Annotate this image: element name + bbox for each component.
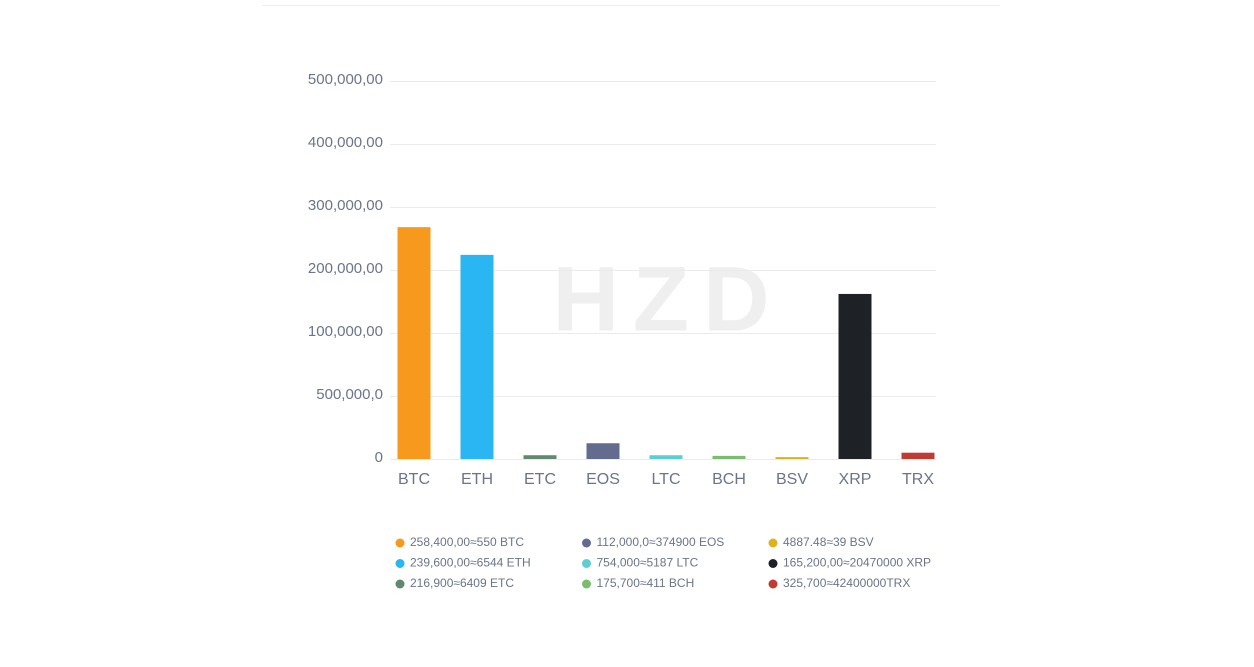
bar bbox=[460, 254, 494, 459]
legend-marker bbox=[768, 538, 778, 548]
legend-label: 165,200,00≈20470000 XRP bbox=[783, 556, 931, 570]
legend-label: 239,600,00≈6544 ETH bbox=[410, 556, 531, 570]
legend-marker bbox=[395, 559, 405, 568]
x-tick-label: BSV bbox=[776, 471, 808, 488]
y-tick-label: 200,000,00 bbox=[308, 260, 383, 277]
legend-label: 216,900≈6409 ETC bbox=[410, 576, 514, 590]
legend-label: 754,000≈5187 LTC bbox=[597, 556, 699, 570]
y-tick-label: 500,000,00 bbox=[308, 71, 383, 88]
y-tick-label: 500,000,0 bbox=[316, 386, 383, 403]
x-tick-label: ETC bbox=[524, 471, 556, 488]
x-tick-label: LTC bbox=[651, 471, 680, 488]
x-tick-label: BCH bbox=[712, 471, 746, 488]
legend-marker bbox=[582, 559, 591, 568]
bar bbox=[397, 227, 431, 459]
y-tick-label: 100,000,00 bbox=[308, 323, 383, 340]
bar bbox=[775, 457, 809, 459]
y-tick-label: 0 bbox=[375, 449, 383, 466]
legend-label: 175,700≈411 BCH bbox=[597, 576, 695, 590]
x-tick-label: EOS bbox=[586, 471, 620, 488]
legend-label: 325,700≈42400000TRX bbox=[783, 576, 910, 590]
legend-marker bbox=[395, 579, 405, 589]
legend-marker bbox=[395, 538, 405, 548]
bar bbox=[901, 452, 935, 459]
legend-marker bbox=[768, 579, 778, 589]
bar bbox=[523, 455, 557, 459]
legend-label: 112,000,0≈374900 EOS bbox=[597, 535, 725, 549]
bar bbox=[712, 455, 746, 459]
x-tick-label: ETH bbox=[461, 471, 493, 488]
bar bbox=[649, 455, 683, 459]
bar bbox=[586, 443, 620, 459]
legend-label: 4887.48≈39 BSV bbox=[783, 535, 874, 549]
watermark: HZD bbox=[552, 248, 783, 350]
legend-marker bbox=[582, 579, 591, 589]
x-tick-label: TRX bbox=[902, 471, 934, 488]
bar bbox=[838, 293, 872, 459]
y-tick-label: 300,000,00 bbox=[308, 197, 383, 214]
y-tick-label: 400,000,00 bbox=[308, 134, 383, 151]
x-tick-label: BTC bbox=[398, 471, 430, 488]
x-tick-label: XRP bbox=[839, 471, 872, 488]
legend-label: 258,400,00≈550 BTC bbox=[410, 535, 524, 549]
legend-marker bbox=[768, 559, 778, 568]
legend-marker bbox=[582, 538, 591, 548]
